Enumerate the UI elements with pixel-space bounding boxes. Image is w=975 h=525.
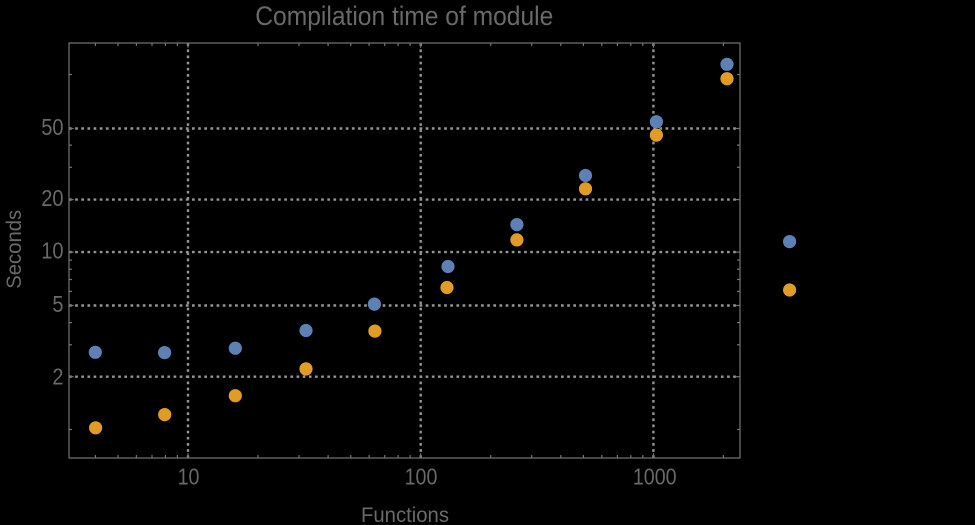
svg-text:Seconds: Seconds — [2, 210, 26, 289]
svg-text:1000: 1000 — [633, 464, 677, 490]
svg-text:20: 20 — [41, 185, 63, 211]
svg-text:10: 10 — [41, 237, 63, 263]
svg-text:5: 5 — [52, 291, 63, 317]
svg-text:10: 10 — [178, 464, 200, 490]
svg-text:100: 100 — [405, 464, 438, 490]
svg-text:50: 50 — [41, 114, 63, 140]
svg-text:Compilation time of module: Compilation time of module — [255, 1, 553, 31]
svg-text:Functions: Functions — [361, 504, 449, 525]
svg-text:2: 2 — [52, 363, 63, 389]
